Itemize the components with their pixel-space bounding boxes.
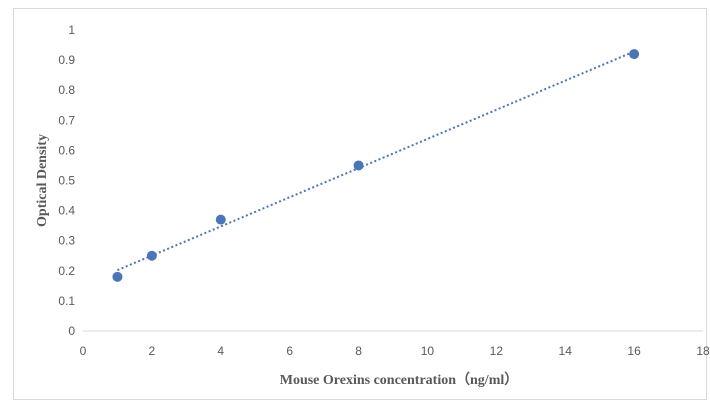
data-points bbox=[112, 49, 640, 282]
x-tick-label: 4 bbox=[217, 344, 224, 358]
data-point bbox=[112, 271, 123, 282]
y-tick-label: 0.7 bbox=[58, 113, 75, 127]
x-tick-label: 2 bbox=[149, 344, 156, 358]
x-tick-label: 6 bbox=[286, 344, 293, 358]
y-tick-label: 0.1 bbox=[58, 294, 75, 308]
data-point bbox=[146, 250, 157, 261]
x-tick-labels: 0 2 4 6 8 10 12 14 16 18 bbox=[80, 344, 710, 358]
data-point bbox=[215, 214, 226, 225]
y-tick-label: 0 bbox=[68, 324, 75, 338]
y-tick-labels: 0 0.1 0.2 0.3 0.4 0.5 0.6 0.7 0.8 0.9 1 bbox=[58, 23, 75, 338]
y-tick-label: 0.3 bbox=[58, 234, 75, 248]
x-tick-label: 12 bbox=[490, 344, 504, 358]
y-tick-label: 0.8 bbox=[58, 83, 75, 97]
x-axis-title: Mouse Orexins concentration（ng/ml） bbox=[280, 372, 519, 388]
x-tick-label: 18 bbox=[696, 344, 710, 358]
y-tick-label: 0.2 bbox=[58, 264, 75, 278]
x-tick-label: 16 bbox=[627, 344, 641, 358]
y-tick-label: 1 bbox=[68, 23, 75, 37]
x-tick-label: 0 bbox=[80, 344, 87, 358]
x-tick-label: 8 bbox=[355, 344, 362, 358]
y-tick-label: 0.6 bbox=[58, 143, 75, 157]
data-point bbox=[353, 160, 364, 171]
y-tick-label: 0.4 bbox=[58, 204, 75, 218]
x-tick-label: 10 bbox=[421, 344, 435, 358]
data-point bbox=[629, 49, 640, 60]
x-tick-label: 14 bbox=[559, 344, 573, 358]
y-axis-title: Optical Density bbox=[35, 134, 50, 227]
chart-frame bbox=[13, 8, 707, 400]
y-tick-label: 0.9 bbox=[58, 53, 75, 67]
y-tick-label: 0.5 bbox=[58, 174, 75, 188]
trendline bbox=[117, 50, 635, 272]
